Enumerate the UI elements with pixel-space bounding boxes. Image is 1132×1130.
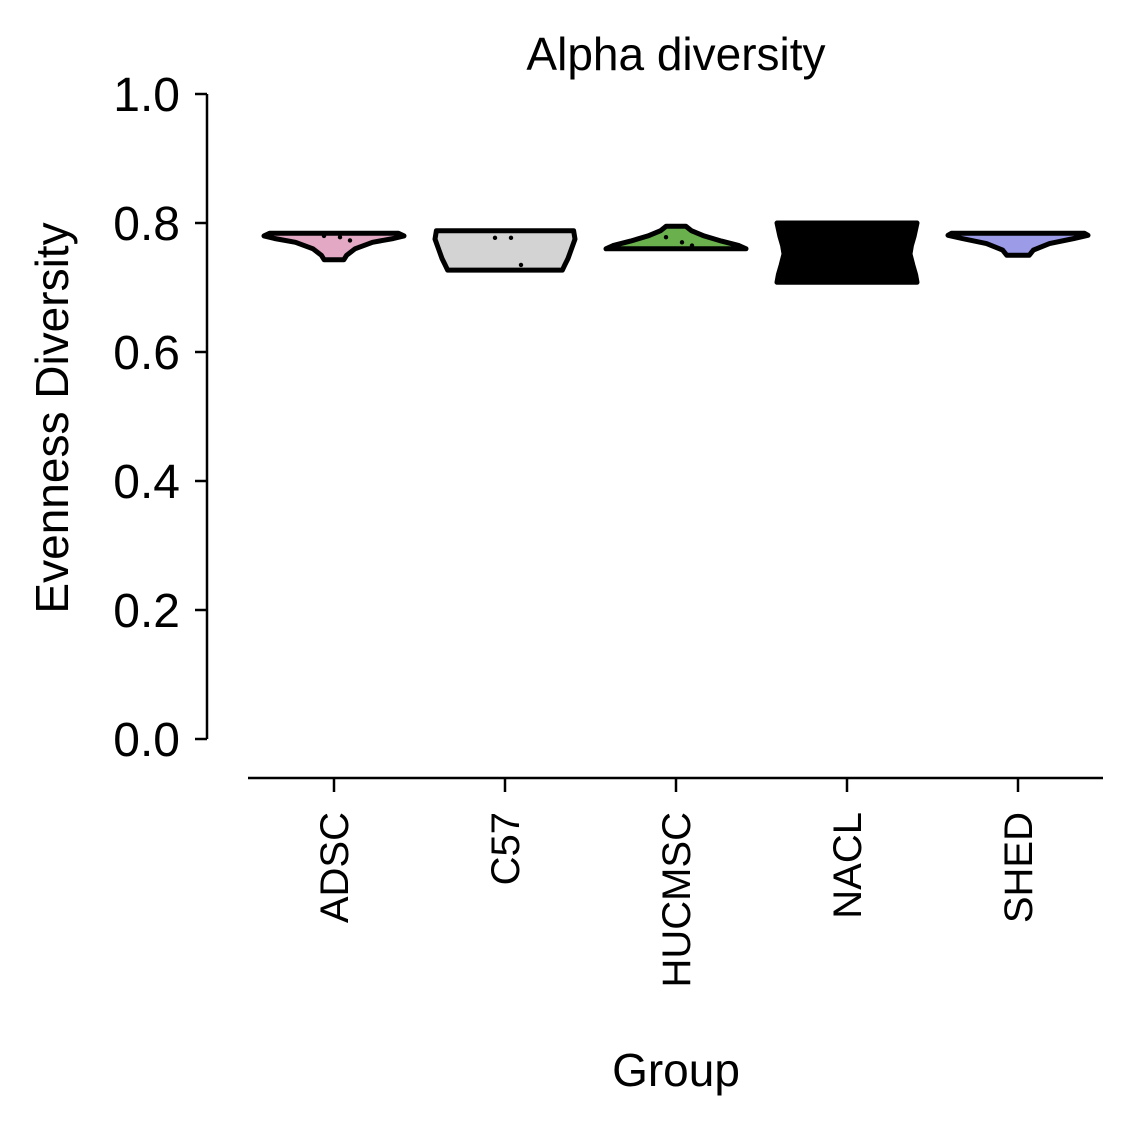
data-point-c57 [508,235,514,241]
chart-title: Alpha diversity [526,28,825,80]
data-point-hucmsc [679,240,685,245]
data-point-hucmsc [663,234,669,240]
y-axis-ticks: 0.0 0.2 0.4 0.6 0.8 1.0 [113,69,207,767]
y-tick-label: 0.4 [113,456,180,509]
data-point-adsc [337,234,343,240]
x-tick-label: NACL [826,812,870,919]
y-tick-label: 0.6 [113,327,180,380]
violin-adsc [261,230,407,263]
x-tick-label: HUCMSC [655,812,699,988]
x-tick-label: ADSC [313,812,357,923]
y-tick-label: 1.0 [113,69,180,122]
y-tick-label: 0.8 [113,198,180,251]
violin-shed [945,230,1091,258]
x-tick-label: C57 [484,812,528,885]
data-point-adsc [321,233,327,239]
violin-hucmsc [603,223,749,252]
y-axis-label: Evenness Diversity [26,222,78,613]
x-axis-label: Group [612,1044,740,1096]
violin-nacl [774,220,920,285]
x-axis-ticks: ADSC C57 HUCMSC NACL SHED [313,778,1041,988]
data-point-c57 [518,262,524,268]
y-tick-label: 0.2 [113,585,180,638]
x-tick-label: SHED [997,812,1041,923]
violin-c57 [432,228,578,273]
y-tick-label: 0.0 [113,714,180,767]
data-point-adsc [347,238,353,243]
violin-group [261,220,1091,285]
data-point-c57 [492,235,498,241]
data-point-hucmsc [689,243,695,248]
